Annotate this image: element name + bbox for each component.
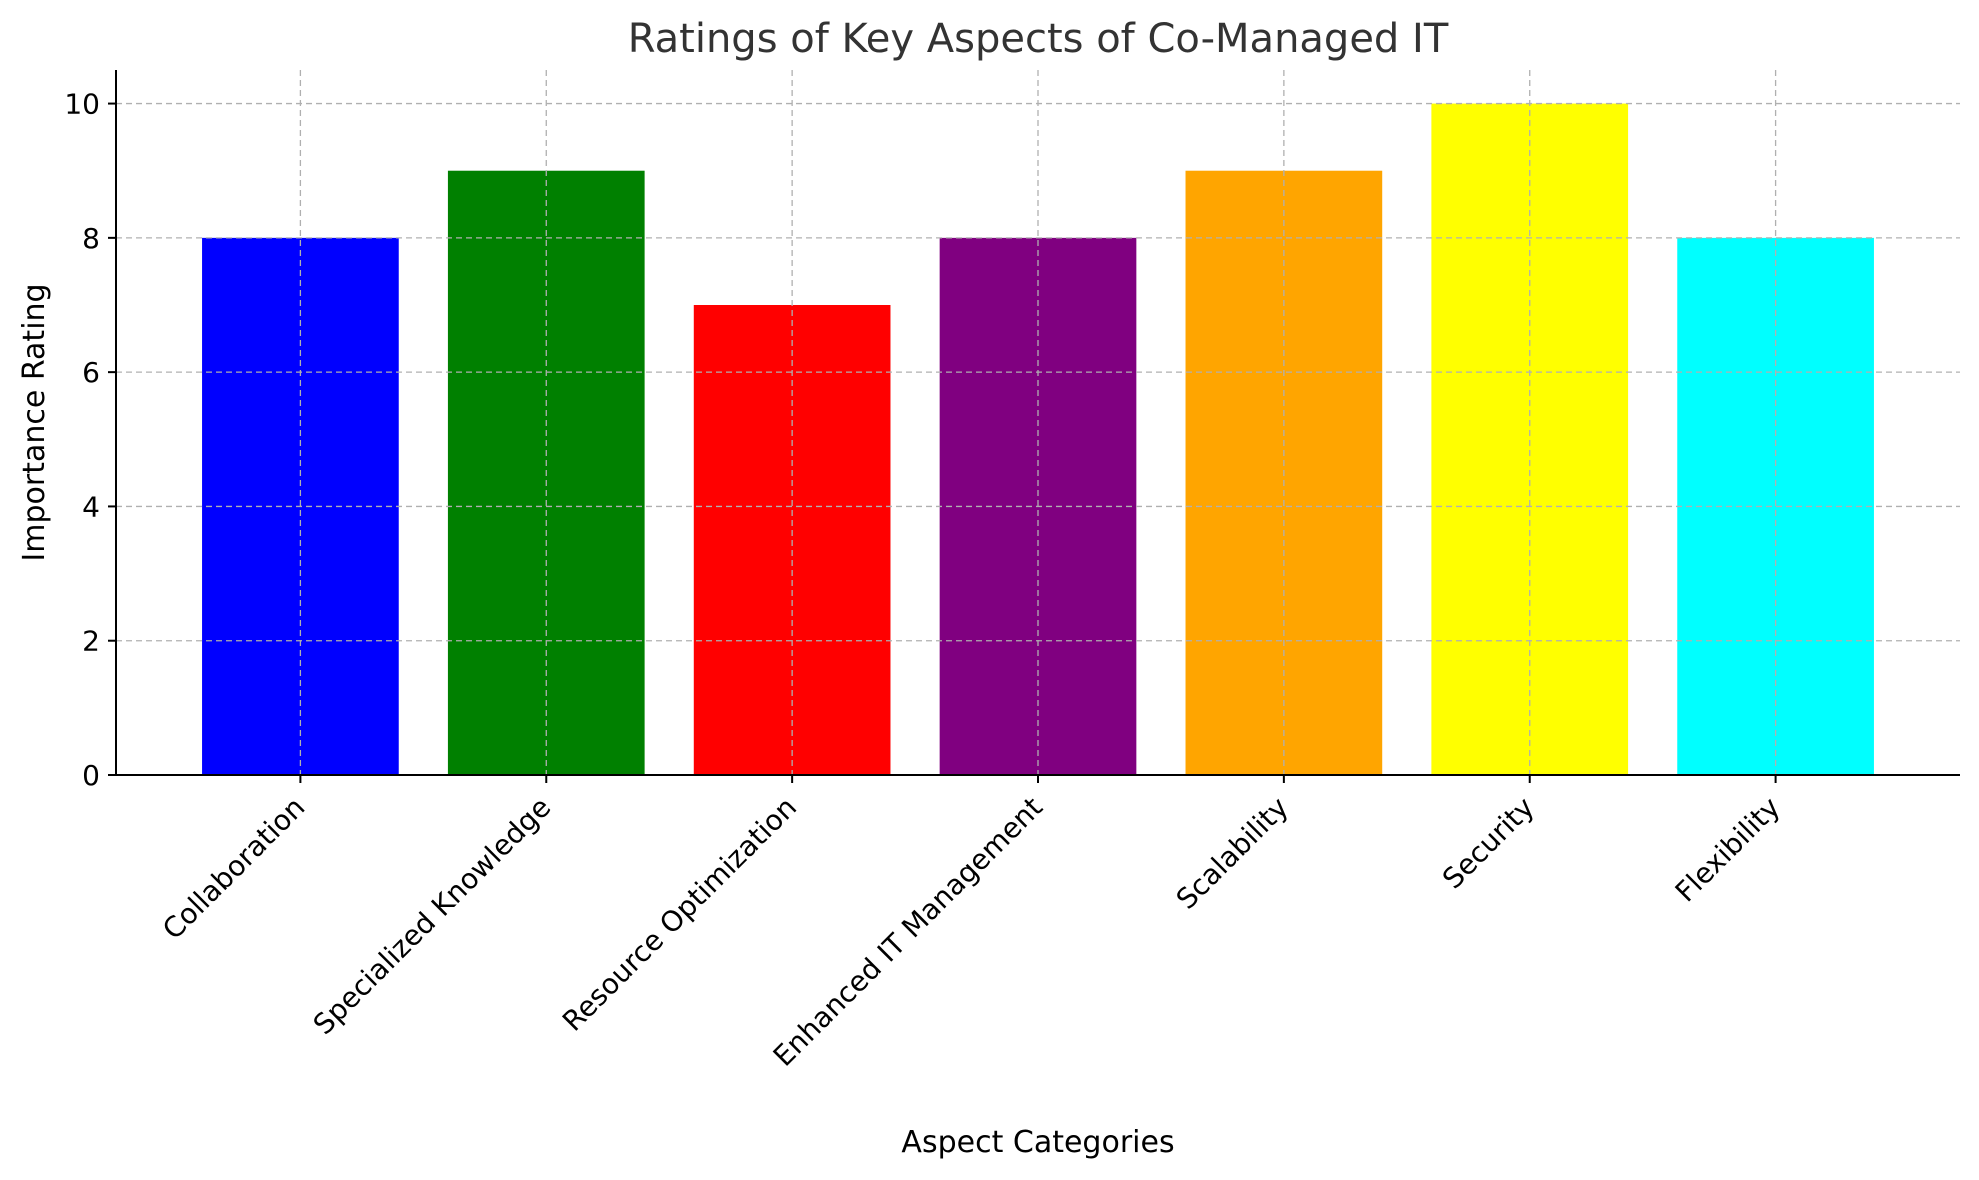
x-tick-label: Enhanced IT Management — [767, 791, 1049, 1073]
y-axis-title: Importance Rating — [17, 283, 52, 561]
y-tick-label: 8 — [82, 222, 100, 255]
y-tick-label: 2 — [82, 625, 100, 658]
y-tick-label: 10 — [64, 88, 100, 121]
x-tick-label: Security — [1436, 791, 1541, 896]
x-tick-label: Specialized Knowledge — [307, 791, 557, 1041]
y-tick-label: 4 — [82, 490, 100, 523]
x-axis-title: Aspect Categories — [901, 1125, 1174, 1160]
chart-title: Ratings of Key Aspects of Co-Managed IT — [628, 16, 1449, 62]
x-tick-label: Collaboration — [156, 791, 311, 946]
bars — [116, 70, 1960, 776]
x-tick-label: Resource Optimization — [556, 791, 803, 1038]
y-tick-label: 0 — [82, 759, 100, 792]
x-tick-label: Scalability — [1170, 791, 1295, 916]
y-tick-label: 6 — [82, 356, 100, 389]
x-tick-label: Flexibility — [1669, 791, 1787, 909]
